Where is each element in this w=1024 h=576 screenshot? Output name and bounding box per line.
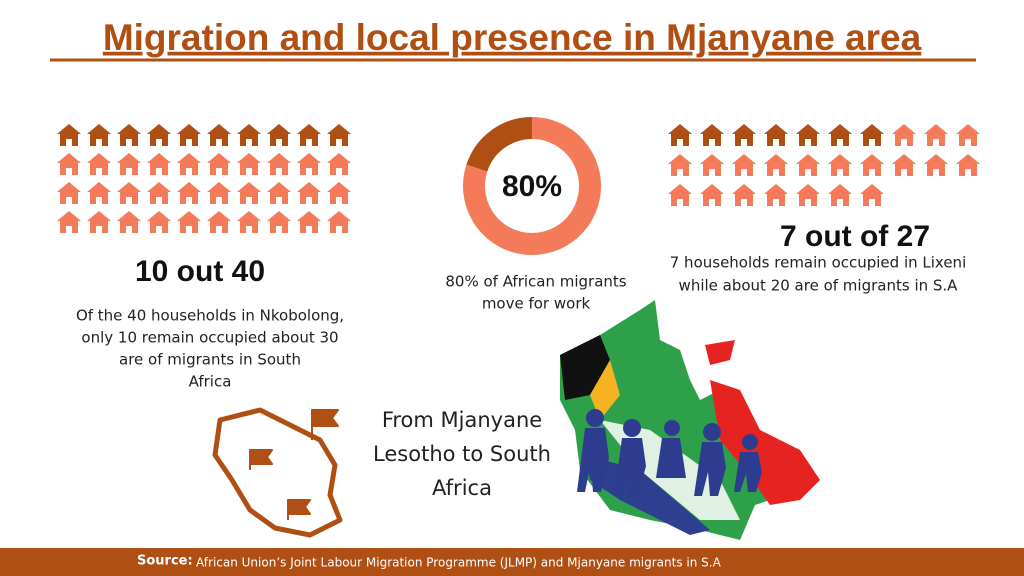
house-icon — [117, 124, 141, 146]
house-icon — [297, 124, 321, 146]
house-icon — [732, 184, 756, 206]
house-icon — [924, 124, 948, 146]
house-icon — [327, 153, 351, 175]
text-line: 80% of African migrants — [445, 273, 626, 291]
south-africa-map — [560, 300, 820, 540]
house-icon — [147, 182, 171, 204]
house-icon — [87, 211, 111, 233]
house-icon — [147, 153, 171, 175]
house-icon — [828, 184, 852, 206]
text-line: while about 20 are of migrants in S.A — [679, 277, 959, 295]
house-icon — [668, 124, 692, 146]
house-icon — [267, 211, 291, 233]
house-icon — [117, 153, 141, 175]
house-icon — [267, 124, 291, 146]
text-line: Of the 40 households in Nkobolong, — [76, 307, 344, 325]
footer-label: Source: — [137, 554, 193, 569]
house-icon — [147, 211, 171, 233]
house-icon — [207, 182, 231, 204]
house-icon — [147, 124, 171, 146]
donut-value — [463, 117, 601, 255]
house-icon — [700, 124, 724, 146]
house-icon — [237, 182, 261, 204]
house-icon — [57, 153, 81, 175]
donut-remainder — [466, 117, 533, 172]
footer-bar — [0, 548, 1024, 576]
house-icon — [267, 182, 291, 204]
house-icon — [57, 182, 81, 204]
house-icon — [732, 124, 756, 146]
house-icon — [207, 211, 231, 233]
house-icon — [860, 184, 884, 206]
house-icon — [796, 124, 820, 146]
house-icon — [327, 124, 351, 146]
house-icon — [237, 211, 261, 233]
house-icon — [177, 182, 201, 204]
house-icon — [177, 153, 201, 175]
house-icon — [956, 124, 980, 146]
house-icon — [764, 184, 788, 206]
house-icon — [668, 154, 692, 176]
house-icon — [764, 154, 788, 176]
house-icon — [828, 124, 852, 146]
house-icon — [237, 153, 261, 175]
text-line: Africa — [189, 373, 232, 391]
house-icon — [237, 124, 261, 146]
text-line: Africa — [432, 476, 492, 500]
house-icon — [87, 182, 111, 204]
donut-label: 80% — [502, 170, 562, 203]
house-icon — [327, 182, 351, 204]
house-icon — [87, 124, 111, 146]
house-icon — [668, 184, 692, 206]
house-icon — [177, 124, 201, 146]
house-icon — [700, 154, 724, 176]
house-icon — [297, 153, 321, 175]
house-icon — [117, 182, 141, 204]
house-icon — [956, 154, 980, 176]
house-icon — [828, 154, 852, 176]
house-icon — [892, 154, 916, 176]
house-icon — [207, 124, 231, 146]
house-icon — [87, 153, 111, 175]
title: Migration and local presence in Mjanyane… — [103, 17, 922, 58]
text-line: only 10 remain occupied about 30 — [81, 329, 338, 347]
left-headline: 10 out 40 — [135, 255, 265, 288]
house-icon — [297, 211, 321, 233]
text-line: Lesotho to South — [373, 442, 551, 466]
house-icon — [860, 154, 884, 176]
house-icon — [732, 154, 756, 176]
house-icon — [57, 124, 81, 146]
right-headline: 7 out of 27 — [780, 220, 930, 253]
house-icon — [764, 124, 788, 146]
house-icon — [177, 211, 201, 233]
house-icon — [924, 154, 948, 176]
house-icon — [267, 153, 291, 175]
house-icon — [700, 184, 724, 206]
footer-text: African Union’s Joint Labour Migration P… — [196, 556, 722, 570]
text-line: move for work — [482, 295, 591, 313]
text-line: 7 households remain occupied in Lixeni — [670, 254, 966, 272]
house-icon — [796, 184, 820, 206]
text-line: are of migrants in South — [119, 351, 301, 369]
house-icon — [297, 182, 321, 204]
text-line: From Mjanyane — [382, 408, 542, 432]
house-icon — [327, 211, 351, 233]
lesotho-map — [212, 407, 343, 538]
house-icon — [892, 124, 916, 146]
house-icon — [860, 124, 884, 146]
house-icon — [796, 154, 820, 176]
house-icon — [57, 211, 81, 233]
house-icon — [207, 153, 231, 175]
house-icon — [117, 211, 141, 233]
